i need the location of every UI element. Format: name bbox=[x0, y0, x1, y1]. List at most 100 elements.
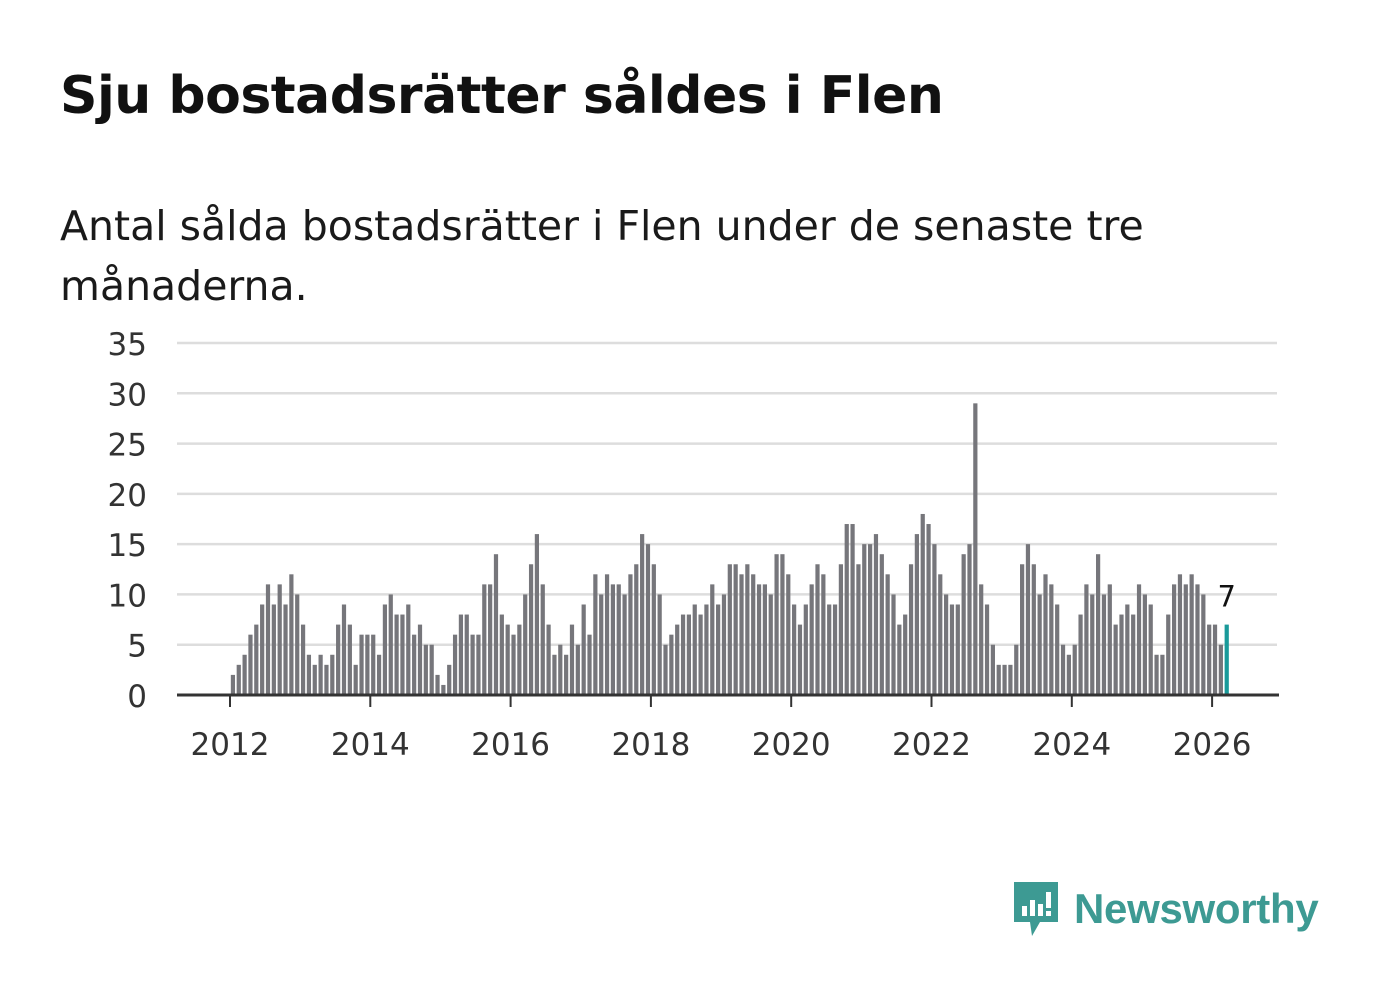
x-tick-label: 2022 bbox=[892, 727, 971, 763]
bar bbox=[604, 574, 610, 695]
bar bbox=[1201, 594, 1206, 695]
bar bbox=[792, 604, 797, 695]
bar bbox=[1131, 614, 1136, 695]
bar bbox=[1207, 624, 1212, 695]
bar bbox=[306, 654, 312, 695]
bar bbox=[412, 634, 417, 695]
bar bbox=[394, 614, 399, 695]
bar bbox=[961, 554, 966, 695]
bar bbox=[879, 554, 884, 695]
bar bbox=[1142, 594, 1147, 695]
bar bbox=[955, 604, 960, 695]
bar bbox=[1107, 584, 1112, 695]
bar bbox=[1072, 644, 1077, 695]
bar bbox=[926, 524, 931, 695]
bar bbox=[996, 664, 1001, 695]
y-tick-label: 0 bbox=[127, 679, 147, 715]
x-tick-label: 2016 bbox=[471, 727, 550, 763]
brand-name: Newsworthy bbox=[1074, 885, 1319, 932]
bar bbox=[1055, 604, 1060, 695]
bar bbox=[406, 604, 411, 695]
bar bbox=[891, 594, 896, 695]
bar bbox=[680, 614, 686, 695]
y-tick-label: 10 bbox=[108, 578, 147, 614]
bar bbox=[523, 594, 528, 695]
y-tick-label: 15 bbox=[108, 528, 147, 564]
bar bbox=[827, 604, 832, 695]
x-tick-label: 2012 bbox=[191, 727, 270, 763]
bar bbox=[803, 604, 808, 695]
bar bbox=[873, 534, 879, 695]
newsworthy-logo-icon bbox=[1014, 882, 1058, 936]
y-tick-label: 25 bbox=[108, 428, 147, 464]
bar bbox=[768, 594, 773, 695]
bar bbox=[312, 664, 317, 695]
bar bbox=[1136, 584, 1142, 695]
bar bbox=[388, 594, 393, 695]
bar bbox=[569, 624, 575, 695]
bar bbox=[897, 624, 902, 695]
bar bbox=[1084, 584, 1089, 695]
bar bbox=[534, 534, 540, 695]
bar bbox=[441, 684, 446, 695]
bar bbox=[856, 564, 861, 695]
bar bbox=[920, 513, 925, 695]
bar bbox=[511, 634, 516, 695]
bar bbox=[908, 564, 914, 695]
bar bbox=[493, 554, 499, 695]
bar-highlighted bbox=[1224, 624, 1229, 695]
bar bbox=[967, 544, 972, 695]
bar bbox=[1002, 664, 1007, 695]
y-axis-ticks: 0 5 10 15 20 25 30 35 bbox=[108, 327, 147, 715]
bar bbox=[1090, 594, 1095, 695]
y-tick-label: 35 bbox=[108, 327, 147, 363]
bar bbox=[774, 554, 779, 695]
bar bbox=[365, 634, 370, 695]
x-axis-ticks: 2012 2014 2016 2018 2020 2022 2024 2026 bbox=[191, 695, 1252, 763]
bar bbox=[499, 614, 504, 695]
bar bbox=[1119, 614, 1124, 695]
bar bbox=[558, 644, 563, 695]
bar bbox=[675, 624, 680, 695]
bar bbox=[488, 584, 493, 695]
bar bbox=[862, 544, 867, 695]
bar bbox=[780, 554, 785, 695]
bar bbox=[1049, 584, 1054, 695]
bar bbox=[1096, 554, 1101, 695]
bar bbox=[832, 604, 838, 695]
bar bbox=[1008, 664, 1013, 695]
bar bbox=[540, 584, 545, 695]
bar bbox=[1183, 584, 1188, 695]
bars bbox=[230, 403, 1229, 695]
y-tick-label: 30 bbox=[108, 377, 147, 413]
bar bbox=[979, 584, 984, 695]
bar bbox=[289, 574, 294, 695]
bar bbox=[610, 584, 616, 695]
bar bbox=[277, 584, 282, 695]
bar bbox=[973, 403, 978, 695]
bar bbox=[517, 624, 522, 695]
bar bbox=[721, 594, 727, 695]
bar bbox=[254, 624, 259, 695]
highlight-value-label: 7 bbox=[1217, 580, 1235, 614]
bar bbox=[949, 604, 955, 695]
bar bbox=[1101, 594, 1107, 695]
bar bbox=[230, 674, 236, 695]
bar bbox=[838, 564, 843, 695]
bar bbox=[984, 604, 990, 695]
bar bbox=[248, 634, 253, 695]
bar bbox=[698, 614, 703, 695]
bar bbox=[353, 664, 358, 695]
bar bbox=[552, 654, 557, 695]
bar bbox=[470, 634, 475, 695]
bar bbox=[809, 584, 814, 695]
bar bbox=[821, 574, 826, 695]
bar bbox=[745, 564, 750, 695]
y-tick-label: 5 bbox=[127, 629, 147, 665]
bar bbox=[914, 534, 919, 695]
bar bbox=[505, 624, 510, 695]
bar bbox=[704, 604, 709, 695]
bar bbox=[657, 594, 662, 695]
bar bbox=[1014, 644, 1019, 695]
